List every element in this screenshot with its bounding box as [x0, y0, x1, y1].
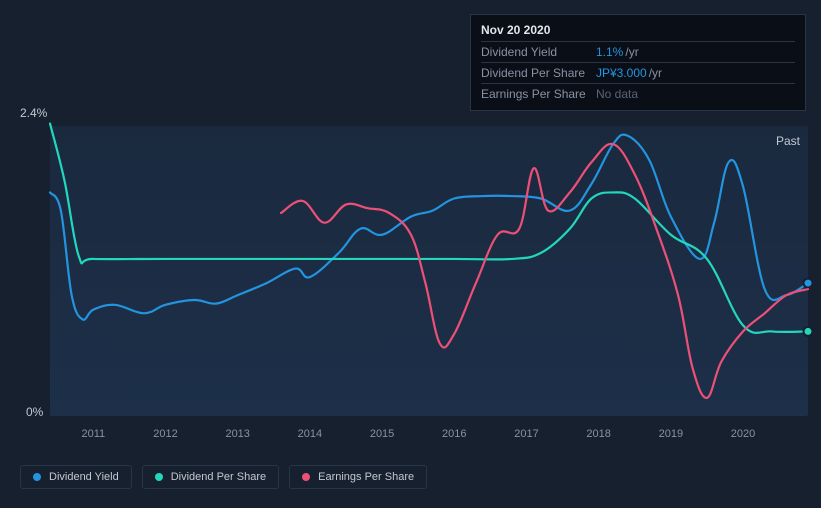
x-axis-tick-label: 2012: [153, 428, 177, 440]
x-axis-tick-label: 2011: [81, 428, 105, 440]
legend-label: Dividend Per Share: [171, 471, 266, 483]
chart-svg: [50, 126, 808, 416]
tooltip-label: Dividend Yield: [481, 45, 596, 59]
legend-item-dividend-per-share[interactable]: Dividend Per Share: [142, 465, 279, 489]
legend-label: Earnings Per Share: [318, 471, 414, 483]
x-axis-tick-label: 2015: [370, 428, 394, 440]
legend-dot-icon: [302, 473, 310, 481]
series-line: [50, 135, 808, 320]
series-end-dot: [804, 327, 813, 336]
chart-tooltip: Nov 20 2020 Dividend Yield 1.1% /yr Divi…: [470, 14, 806, 111]
tooltip-nodata: No data: [596, 87, 638, 101]
x-axis-tick-label: 2020: [731, 428, 755, 440]
series-end-dot: [804, 279, 813, 288]
x-axis-tick-label: 2017: [514, 428, 538, 440]
tooltip-row: Dividend Per Share JP¥3.000 /yr: [481, 62, 795, 83]
tooltip-row: Dividend Yield 1.1% /yr: [481, 41, 795, 62]
tooltip-label: Earnings Per Share: [481, 87, 596, 101]
legend-item-dividend-yield[interactable]: Dividend Yield: [20, 465, 132, 489]
x-axis-tick-label: 2014: [298, 428, 322, 440]
y-axis-label-max: 2.4%: [20, 106, 47, 120]
tooltip-value: 1.1%: [596, 45, 623, 59]
tooltip-label: Dividend Per Share: [481, 66, 596, 80]
tooltip-suffix: /yr: [625, 45, 638, 59]
legend-item-earnings-per-share[interactable]: Earnings Per Share: [289, 465, 427, 489]
tooltip-row: Earnings Per Share No data: [481, 83, 795, 104]
x-axis-tick-label: 2019: [659, 428, 683, 440]
series-line: [281, 144, 808, 398]
x-axis-tick-label: 2018: [586, 428, 610, 440]
legend-dot-icon: [155, 473, 163, 481]
y-axis-label-min: 0%: [26, 405, 43, 419]
tooltip-value: JP¥3.000: [596, 66, 647, 80]
tooltip-suffix: /yr: [649, 66, 662, 80]
x-axis-tick-label: 2016: [442, 428, 466, 440]
legend-dot-icon: [33, 473, 41, 481]
chart-plot-area[interactable]: Past: [50, 126, 808, 416]
legend-label: Dividend Yield: [49, 471, 119, 483]
legend: Dividend Yield Dividend Per Share Earnin…: [20, 465, 427, 489]
tooltip-date: Nov 20 2020: [481, 21, 795, 41]
x-axis-tick-label: 2013: [225, 428, 249, 440]
